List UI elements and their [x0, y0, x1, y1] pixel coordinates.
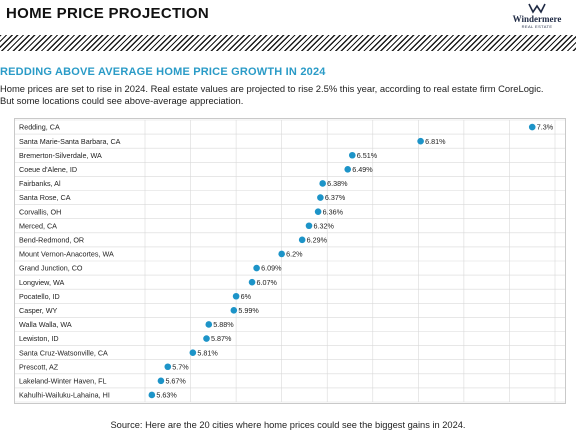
- data-point: [253, 264, 260, 272]
- category-label: Grand Junction, CO: [19, 264, 83, 273]
- data-label: 6.07%: [257, 278, 278, 287]
- data-point: [305, 222, 313, 230]
- category-label: Bremerton-Silverdale, WA: [19, 151, 102, 160]
- data-point: [417, 137, 424, 145]
- data-label: 5.67%: [165, 376, 186, 385]
- data-point: [232, 292, 240, 300]
- category-label: Merced, CA: [19, 221, 57, 230]
- category-label: Pocatello, ID: [19, 292, 60, 301]
- intro-text: Home prices are set to rise in 2024. Rea…: [0, 83, 576, 106]
- data-label: 5.87%: [211, 334, 232, 343]
- data-label: 6.32%: [314, 221, 335, 230]
- category-label: Santa Marie-Santa Barbara, CA: [19, 137, 121, 146]
- category-label: Fairbanks, Al: [19, 179, 61, 188]
- category-label: Mount Vernon-Anacortes, WA: [19, 250, 114, 259]
- data-point: [148, 391, 156, 399]
- data-label: 7.3%: [537, 123, 554, 132]
- data-label: 6.2%: [286, 250, 303, 259]
- category-label: Casper, WY: [19, 306, 58, 315]
- data-point: [528, 123, 536, 131]
- category-label: Coeue d'Alene, ID: [19, 165, 77, 174]
- data-point: [205, 321, 213, 328]
- data-point: [317, 194, 324, 201]
- data-label: 5.88%: [213, 320, 234, 329]
- data-point: [164, 363, 172, 371]
- data-label: 6%: [241, 292, 252, 301]
- category-label: Lakeland-Winter Haven, FL: [19, 376, 107, 385]
- data-label: 6.29%: [307, 235, 328, 244]
- page-title: HOME PRICE PROJECTION: [6, 5, 209, 22]
- data-label: 6.09%: [261, 264, 282, 273]
- data-label: 6.38%: [327, 179, 348, 188]
- category-label: Corvallis, OH: [19, 207, 61, 216]
- category-label: Lewiston, ID: [19, 334, 59, 343]
- intro-line-1: Home prices are set to rise in 2024. Rea…: [0, 83, 544, 94]
- category-label: Longview, WA: [19, 278, 64, 287]
- data-point: [248, 278, 256, 286]
- category-label: Bend-Redmond, OR: [19, 235, 84, 244]
- logo-sub: REAL ESTATE: [521, 24, 553, 29]
- logo-brand: Windermere: [512, 14, 562, 24]
- data-label: 5.7%: [172, 362, 189, 371]
- data-point: [203, 335, 210, 342]
- data-label: 5.99%: [238, 306, 259, 315]
- source-note: Source: Here are the 20 cities where hom…: [110, 420, 466, 430]
- data-point: [230, 307, 238, 314]
- dot-plot-chart: Redding, CA 7.3% Santa Marie-Santa Barbara…: [15, 119, 565, 403]
- data-point: [344, 166, 352, 173]
- logo-emblem-icon: [528, 3, 546, 14]
- category-label: Santa Cruz-Watsonville, CA: [19, 348, 108, 357]
- data-label: 6.81%: [425, 137, 446, 146]
- data-point: [348, 151, 356, 159]
- data-point: [314, 208, 322, 215]
- data-label: 6.51%: [357, 151, 378, 160]
- category-label: Kahulhi-Wailuku-Lahaina, HI: [19, 391, 110, 400]
- data-label: 6.37%: [325, 193, 346, 202]
- data-label: 6.36%: [323, 207, 344, 216]
- data-point: [157, 377, 165, 385]
- data-point: [189, 349, 197, 356]
- category-label: Walla Walla, WA: [19, 320, 72, 329]
- category-label: Prescott, AZ: [19, 362, 59, 371]
- data-label: 5.81%: [197, 348, 218, 357]
- data-point: [298, 236, 306, 244]
- windermere-logo: Windermere REAL ESTATE: [506, 2, 568, 32]
- category-label: Redding, CA: [19, 123, 60, 132]
- data-label: 6.49%: [352, 165, 373, 174]
- intro-line-2: But some locations could see above-avera…: [0, 94, 244, 106]
- data-point: [319, 180, 326, 187]
- chart-frame: Redding, CA 7.3% Santa Marie-Santa Barbara…: [14, 118, 566, 404]
- header-hatch-band: [0, 35, 576, 51]
- section-heading: REDDING ABOVE AVERAGE HOME PRICE GROWTH …: [0, 66, 326, 78]
- data-label: 5.63%: [156, 391, 177, 400]
- category-label: Santa Rose, CA: [19, 193, 71, 202]
- data-point: [278, 250, 285, 258]
